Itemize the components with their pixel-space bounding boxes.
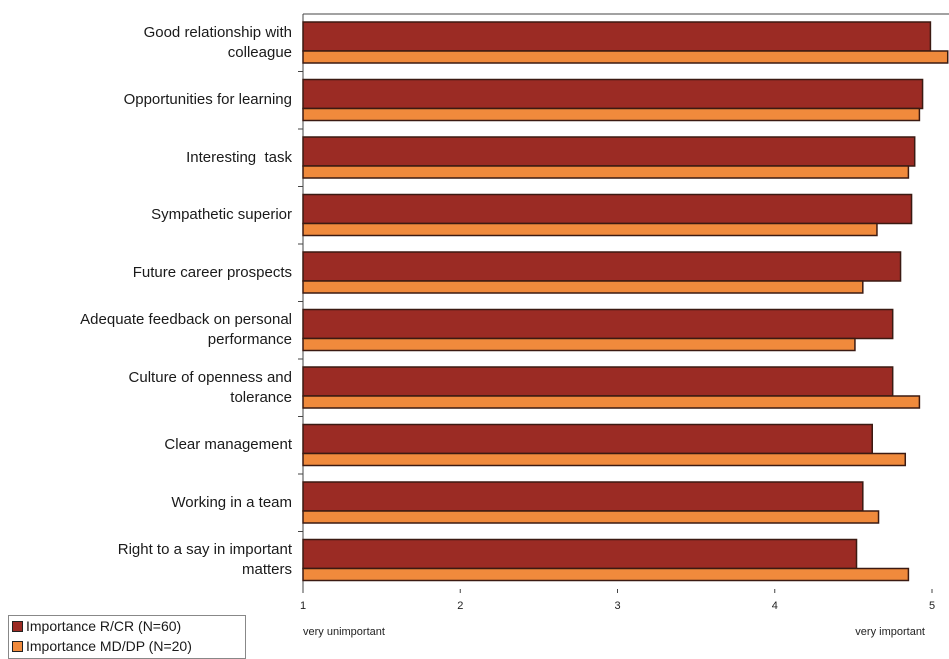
bar: [302, 280, 864, 294]
x-tick-label: 1: [300, 600, 306, 612]
bar: [302, 308, 894, 340]
x-high-label: very important: [855, 626, 925, 638]
bar: [302, 222, 878, 237]
x-tick-label: 2: [457, 600, 463, 612]
category-label: Adequate feedback on personal performanc…: [80, 311, 297, 349]
category-label-box: Right to a say in important matters: [77, 532, 292, 590]
bar: [302, 481, 864, 512]
category-label: Good relationship with colleague: [143, 23, 297, 61]
bar: [302, 395, 921, 409]
category-label-box: Good relationship with colleague: [77, 14, 292, 72]
category-label-box: Interesting task: [77, 129, 292, 187]
category-label-box: Future career prospects: [77, 244, 292, 302]
category-label-box: Sympathetic superior: [77, 187, 292, 245]
bar: [302, 366, 894, 397]
bar: [302, 193, 913, 225]
bar: [302, 423, 873, 455]
category-label-box: Working in a team: [77, 474, 292, 532]
x-tick-label: 3: [614, 600, 620, 612]
category-label-box: Culture of openness and tolerance: [77, 359, 292, 417]
category-label-box: Adequate feedback on personal performanc…: [77, 302, 292, 360]
bar: [302, 165, 910, 179]
bar: [302, 136, 916, 167]
bar: [302, 452, 907, 467]
bar: [302, 251, 902, 282]
bar: [302, 510, 880, 524]
x-tick-label: 4: [772, 600, 778, 612]
category-label: Opportunities for learning: [123, 91, 292, 109]
bar: [302, 78, 924, 110]
category-label: Sympathetic superior: [151, 206, 292, 224]
legend-swatch: [12, 620, 23, 632]
category-label: Working in a team: [171, 493, 292, 511]
legend-label: Importance R/CR (N=60): [26, 618, 182, 634]
legend-label: Importance MD/DP (N=20): [26, 638, 192, 654]
category-label: Clear management: [164, 436, 292, 454]
category-label-box: Clear management: [77, 417, 292, 475]
bar: [302, 567, 910, 582]
bar: [302, 538, 858, 570]
category-label: Culture of openness and tolerance: [128, 368, 297, 406]
bar: [302, 50, 949, 64]
legend-item: Importance MD/DP (N=20): [9, 636, 245, 656]
x-tick-label: 5: [929, 600, 935, 612]
category-label: Interesting task: [186, 148, 292, 166]
bar: [302, 337, 856, 352]
bar: [302, 107, 921, 122]
category-label: Right to a say in important matters: [117, 541, 297, 579]
x-low-label: very unimportant: [303, 626, 385, 638]
legend: Importance R/CR (N=60) Importance MD/DP (…: [8, 615, 246, 659]
legend-swatch: [12, 640, 23, 652]
category-label-box: Opportunities for learning: [77, 72, 292, 130]
bar: [302, 21, 932, 52]
category-label: Future career prospects: [132, 263, 292, 281]
legend-item: Importance R/CR (N=60): [9, 616, 245, 636]
